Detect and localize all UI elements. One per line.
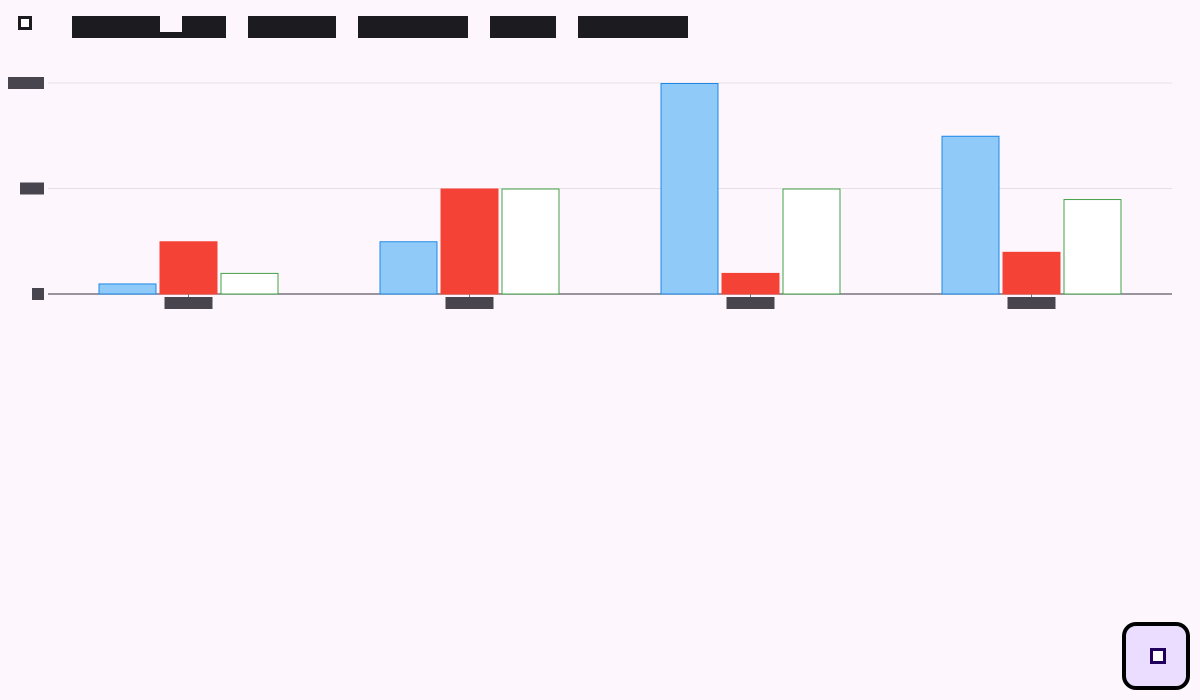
tab-3[interactable] xyxy=(358,16,468,38)
tab-5[interactable] xyxy=(578,16,688,38)
bar-series-3 xyxy=(220,272,279,295)
floating-action-button[interactable] xyxy=(1122,622,1190,690)
y-tick-label xyxy=(20,182,44,195)
tab-1-notch xyxy=(160,16,182,32)
tab-2[interactable] xyxy=(248,16,336,38)
checkbox-outline-icon[interactable] xyxy=(18,16,32,30)
bar-series-1 xyxy=(379,241,438,295)
bar-series-3 xyxy=(782,188,841,295)
tab-4[interactable] xyxy=(490,16,556,38)
x-tick-label xyxy=(164,297,213,309)
bar-series-2 xyxy=(721,272,780,295)
bar-series-3 xyxy=(501,188,560,295)
square-icon xyxy=(1150,648,1166,664)
bar-series-2 xyxy=(440,188,499,295)
y-tick-label xyxy=(32,288,44,300)
x-tick-label xyxy=(1007,297,1056,309)
bar-chart xyxy=(8,77,1172,309)
bar-series-3 xyxy=(1063,199,1122,295)
x-tick-label xyxy=(726,297,775,309)
chart-toolbar xyxy=(0,0,1200,54)
bar-series-1 xyxy=(660,83,719,295)
bar-series-2 xyxy=(1002,251,1061,295)
bar-series-1 xyxy=(941,135,1000,295)
bar-series-1 xyxy=(98,283,157,295)
y-tick-label xyxy=(8,77,44,89)
tab-1[interactable] xyxy=(72,16,226,38)
x-tick-label xyxy=(445,297,494,309)
bar-series-2 xyxy=(159,241,218,295)
